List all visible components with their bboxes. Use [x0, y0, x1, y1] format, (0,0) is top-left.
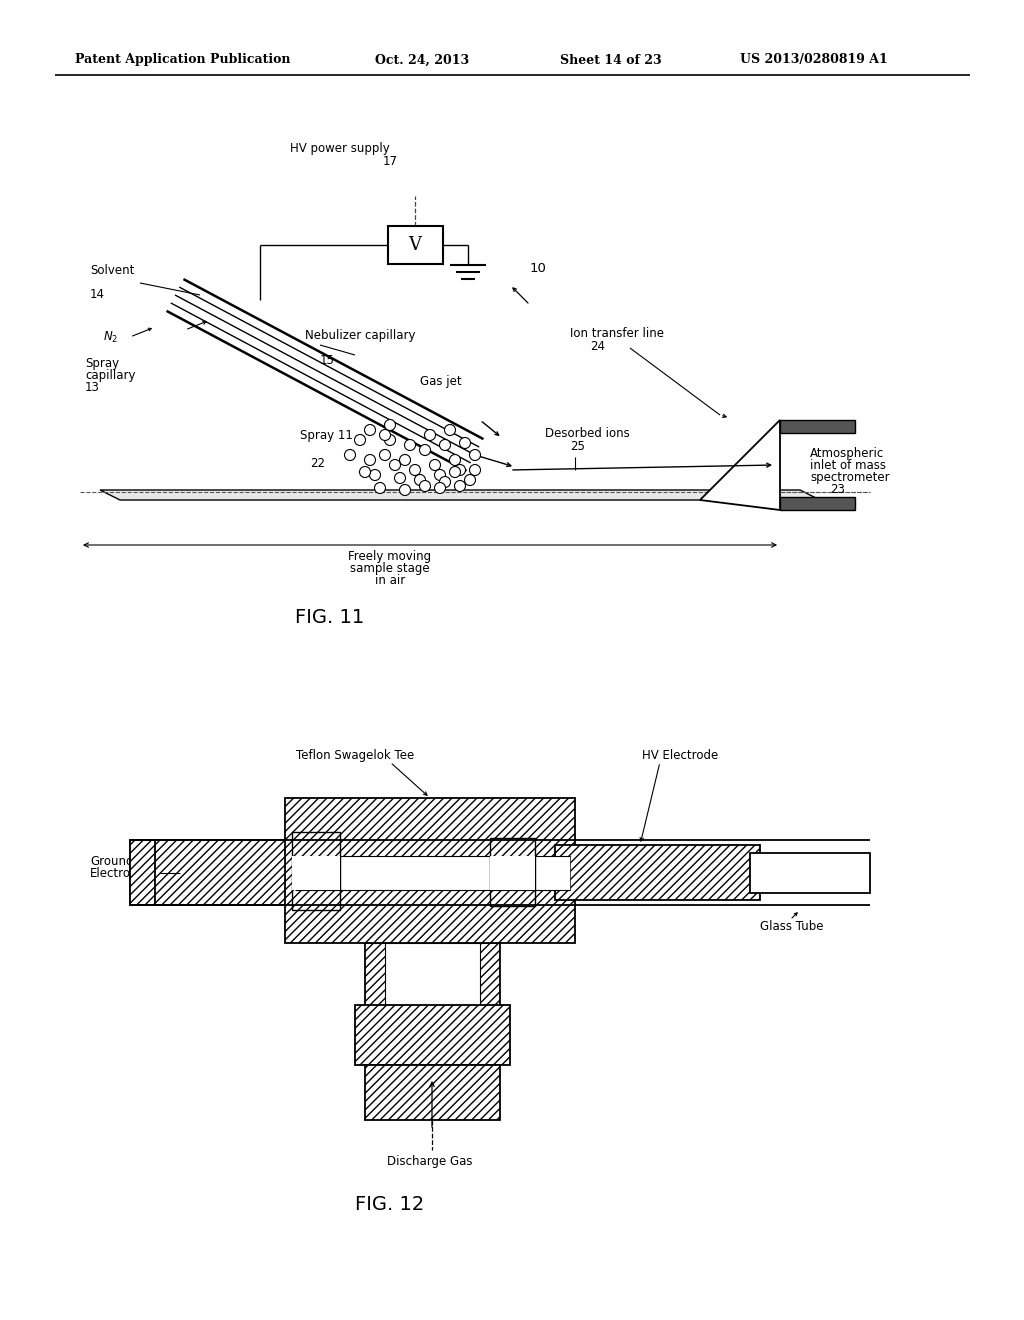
Bar — [285, 799, 575, 942]
Text: Teflon Swagelok Tee: Teflon Swagelok Tee — [296, 748, 414, 762]
FancyBboxPatch shape — [387, 226, 442, 264]
Circle shape — [420, 445, 430, 455]
Bar — [292, 832, 340, 909]
Bar — [295, 855, 570, 890]
Text: Glass Tube: Glass Tube — [760, 920, 823, 933]
Text: $N_2$: $N_2$ — [102, 330, 118, 345]
Text: 22: 22 — [310, 457, 325, 470]
Circle shape — [365, 425, 376, 436]
Text: capillary: capillary — [85, 370, 135, 381]
Circle shape — [359, 466, 371, 478]
Circle shape — [415, 474, 426, 486]
Circle shape — [399, 484, 411, 495]
Circle shape — [380, 429, 390, 441]
Text: 17: 17 — [383, 154, 397, 168]
Circle shape — [384, 434, 395, 446]
Circle shape — [469, 465, 480, 475]
Text: 15: 15 — [319, 354, 335, 367]
Bar — [490, 855, 535, 890]
Circle shape — [370, 470, 381, 480]
Circle shape — [384, 420, 395, 430]
Circle shape — [444, 425, 456, 436]
Bar — [355, 1005, 510, 1065]
Text: Nebulizer capillary: Nebulizer capillary — [305, 329, 416, 342]
Circle shape — [394, 473, 406, 483]
Circle shape — [455, 465, 466, 475]
Circle shape — [429, 459, 440, 470]
Circle shape — [380, 450, 390, 461]
Text: Sheet 14 of 23: Sheet 14 of 23 — [560, 54, 662, 66]
Circle shape — [434, 470, 445, 480]
Text: Freely moving: Freely moving — [348, 550, 431, 564]
Text: in air: in air — [375, 574, 406, 587]
Text: inlet of mass: inlet of mass — [810, 459, 886, 473]
Bar — [292, 855, 340, 890]
Circle shape — [450, 466, 461, 478]
Circle shape — [439, 477, 451, 487]
Text: 13: 13 — [85, 381, 100, 393]
Polygon shape — [700, 420, 780, 510]
Text: Oct. 24, 2013: Oct. 24, 2013 — [375, 54, 469, 66]
Text: HV Electrode: HV Electrode — [642, 748, 718, 762]
Circle shape — [439, 440, 451, 450]
Bar — [756, 859, 864, 887]
Bar — [130, 840, 310, 906]
Circle shape — [469, 450, 480, 461]
Circle shape — [344, 450, 355, 461]
Bar — [750, 853, 870, 894]
Text: V: V — [409, 236, 422, 253]
Text: Ground: Ground — [90, 855, 133, 869]
Circle shape — [450, 454, 461, 466]
Text: Spray: Spray — [85, 356, 119, 370]
Circle shape — [460, 437, 470, 449]
Text: 25: 25 — [570, 440, 585, 453]
Text: 23: 23 — [830, 483, 845, 496]
Text: 24: 24 — [590, 341, 605, 352]
Text: Solvent: Solvent — [90, 264, 134, 277]
Bar — [365, 1065, 500, 1119]
Circle shape — [455, 480, 466, 491]
Text: Electrode: Electrode — [90, 867, 145, 880]
Circle shape — [420, 480, 430, 491]
Text: Spray 11: Spray 11 — [300, 429, 353, 442]
Text: Patent Application Publication: Patent Application Publication — [75, 54, 291, 66]
Circle shape — [354, 434, 366, 446]
Text: sample stage: sample stage — [350, 562, 430, 576]
Text: FIG. 12: FIG. 12 — [355, 1195, 425, 1214]
Bar — [385, 942, 480, 1065]
Bar — [780, 498, 855, 510]
Circle shape — [389, 459, 400, 470]
Text: spectrometer: spectrometer — [810, 471, 890, 484]
Polygon shape — [100, 490, 820, 500]
Bar — [490, 838, 535, 906]
Circle shape — [465, 474, 475, 486]
Circle shape — [375, 483, 385, 494]
Text: 14: 14 — [90, 288, 105, 301]
Text: Gas jet: Gas jet — [420, 375, 462, 388]
Circle shape — [425, 429, 435, 441]
Circle shape — [404, 440, 416, 450]
Bar — [780, 420, 855, 433]
Text: FIG. 11: FIG. 11 — [295, 609, 365, 627]
Circle shape — [365, 454, 376, 466]
Circle shape — [399, 454, 411, 466]
Text: Discharge Gas: Discharge Gas — [387, 1155, 473, 1168]
Text: Ion transfer line: Ion transfer line — [570, 327, 664, 341]
Text: HV power supply: HV power supply — [290, 143, 390, 154]
Circle shape — [410, 465, 421, 475]
Text: 10: 10 — [530, 261, 547, 275]
Text: Desorbed ions: Desorbed ions — [545, 426, 630, 440]
Bar — [130, 840, 155, 906]
Text: US 2013/0280819 A1: US 2013/0280819 A1 — [740, 54, 888, 66]
Text: Atmospheric: Atmospheric — [810, 447, 885, 459]
Bar — [555, 845, 760, 900]
Circle shape — [434, 483, 445, 494]
Bar — [365, 942, 500, 1065]
